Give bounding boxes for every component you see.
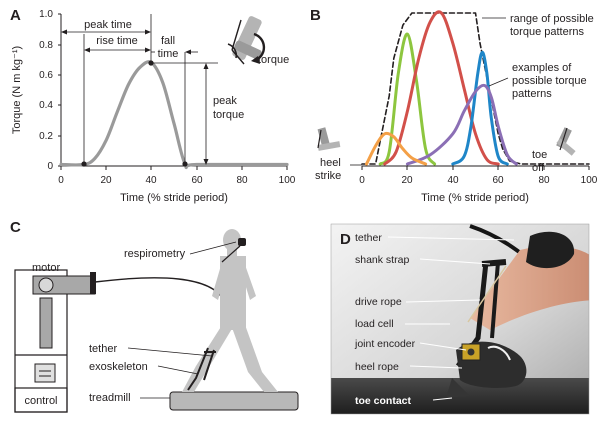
panel-a-xtick-2: 40 <box>145 175 157 186</box>
panel-b-xtick-0: 0 <box>359 175 365 186</box>
panel-c-motor-label: motor <box>32 262 60 274</box>
panel-c-treadmill-label: treadmill <box>89 392 131 404</box>
panel-b-heel-label: heel <box>320 157 341 169</box>
panel-d-tether-label: tether <box>355 232 382 244</box>
panel-a-letter: A <box>10 7 21 24</box>
panel-b-range-envelope <box>361 12 590 165</box>
panel-a-peak-label: peak <box>213 95 237 107</box>
panel-b-annotation-lines <box>350 17 509 166</box>
panel-a-ytick-1: 0.2 <box>39 131 53 142</box>
exoskeleton-icon <box>187 347 216 391</box>
panel-a-xtick-5: 100 <box>279 175 296 186</box>
panel-d-joint-encoder-label: joint encoder <box>354 338 416 350</box>
panel-b-letter: B <box>310 7 321 24</box>
panel-a-torque-label: torque <box>213 109 244 121</box>
panel-b-xticks: 0 20 40 60 80 100 <box>359 166 598 186</box>
panel-a-ytick-2: 0.4 <box>39 100 53 111</box>
panel-a-ytick-4: 0.8 <box>39 40 53 51</box>
walking-person <box>182 229 278 392</box>
panel-a-peak-time-label: peak time <box>84 19 132 31</box>
panel-b-xtick-5: 100 <box>581 175 598 186</box>
panel-a-xtick-4: 80 <box>236 175 248 186</box>
panel-b-examples-label-1: examples of <box>512 62 572 74</box>
panel-a-ytick-0: 0 <box>47 161 53 172</box>
panel-c-exoskeleton-label: exoskeleton <box>89 361 148 373</box>
panel-b-examples-label-2: possible torque <box>512 75 587 87</box>
panel-d-toe-contact-label: toe contact <box>355 395 412 407</box>
panel-b-blue-pattern <box>451 50 509 166</box>
panel-c-control-label: control <box>24 395 57 407</box>
panel-d-drive-rope-label: drive rope <box>355 296 402 308</box>
panel-c-respirometry-label: respirometry <box>124 248 186 260</box>
panel-b-xtick-2: 40 <box>447 175 459 186</box>
panel-a-rise-time-label: rise time <box>96 35 138 47</box>
panel-a-xlabel: Time (% stride period) <box>120 192 228 204</box>
panel-c-tether-label: tether <box>89 343 117 355</box>
panel-b-toe-label: toe <box>532 149 547 161</box>
panel-d-shank-strap-label: shank strap <box>355 254 409 266</box>
panel-b-series <box>361 10 590 166</box>
panel-b-range-label-2: torque patterns <box>510 26 584 38</box>
panel-a-series <box>59 60 289 170</box>
panel-c-letter: C <box>10 219 21 236</box>
panel-a-xtick-0: 0 <box>58 175 64 186</box>
panel-a: A 0 0.2 0.4 0.6 0.8 1.0 0 <box>10 7 296 204</box>
ankle-sketch-icon <box>227 16 266 65</box>
treadmill-belt <box>169 391 299 411</box>
panel-b: B 0 20 40 60 80 100 Time (% stride perio… <box>310 7 598 204</box>
motor <box>32 272 96 295</box>
panel-a-ytick-5: 1.0 <box>39 9 53 20</box>
panel-a-xtick-1: 20 <box>100 175 112 186</box>
panel-b-strike-label: strike <box>315 170 341 182</box>
panel-a-yticks: 0 0.2 0.4 0.6 0.8 1.0 <box>39 9 61 172</box>
exoskeleton-photo <box>331 224 589 414</box>
panel-b-range-label-1: range of possible <box>510 13 594 25</box>
heel-strike-foot-icon <box>317 127 341 151</box>
panel-a-ylabel: Torque (N m kg⁻¹) <box>11 46 23 134</box>
panel-a-torque-icon-label: torque <box>258 54 289 66</box>
panel-d-pointer-lines <box>387 236 515 401</box>
respirometry-mask-icon <box>238 238 246 246</box>
panel-c-pointer-lines <box>127 241 237 399</box>
panel-a-xtick-3: 60 <box>191 175 203 186</box>
panel-c: C control motor <box>10 219 299 413</box>
panel-a-annotation-lines <box>61 14 218 165</box>
panel-d-heel-rope-label: heel rope <box>355 361 399 373</box>
panel-a-fall-label: fall <box>161 35 175 47</box>
panel-d-load-cell-label: load cell <box>355 318 394 330</box>
panel-d-letter: D <box>340 231 351 248</box>
panel-b-purple-pattern <box>405 83 518 166</box>
panel-d-frame <box>330 223 590 415</box>
panel-b-xlabel: Time (% stride period) <box>421 192 529 204</box>
toe-off-foot-icon <box>556 127 576 156</box>
panel-b-examples-label-3: patterns <box>512 88 552 100</box>
panel-d: D tether shank strap drive rope load cel… <box>330 223 590 415</box>
control-cart <box>14 269 68 413</box>
panel-a-ytick-3: 0.6 <box>39 70 53 81</box>
panel-a-time-label: time <box>158 48 179 60</box>
panel-b-red-pattern <box>383 10 500 166</box>
panel-a-xticks: 0 20 40 60 80 100 <box>58 166 296 186</box>
panel-b-xtick-1: 20 <box>401 175 413 186</box>
panel-b-orange-pattern <box>365 131 428 166</box>
panel-b-green-pattern <box>378 32 437 166</box>
panel-b-xtick-3: 60 <box>492 175 504 186</box>
panel-a-torque-curve <box>59 60 289 170</box>
panel-b-xtick-4: 80 <box>538 175 550 186</box>
panel-b-off-label: off <box>532 162 545 174</box>
